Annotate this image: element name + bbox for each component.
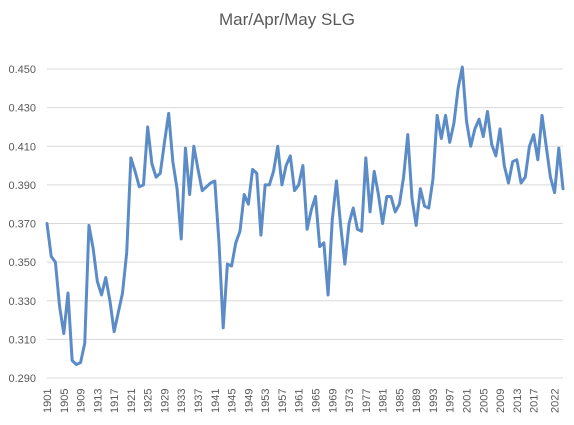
x-tick-label: 1913 <box>92 389 104 413</box>
x-tick-label: 1969 <box>327 389 339 413</box>
y-tick-label: 0.390 <box>8 180 36 192</box>
x-tick-label: 2017 <box>529 389 541 413</box>
x-tick-label: 1997 <box>445 389 457 413</box>
y-tick-label: 0.410 <box>8 141 36 153</box>
x-tick-label: 1909 <box>76 389 88 413</box>
y-tick-label: 0.290 <box>8 373 36 385</box>
x-tick-label: 1973 <box>344 389 356 413</box>
x-tick-label: 1977 <box>361 389 373 413</box>
x-tick-label: 2009 <box>495 389 507 413</box>
x-tick-label: 2001 <box>462 389 474 413</box>
x-tick-label: 1905 <box>59 389 71 413</box>
chart-title: Mar/Apr/May SLG <box>218 10 356 29</box>
x-tick-label: 1901 <box>42 389 54 413</box>
x-tick-label: 1961 <box>294 389 306 413</box>
x-tick-label: 1945 <box>227 389 239 413</box>
x-tick-label: 1981 <box>378 389 390 413</box>
x-tick-label: 1993 <box>428 389 440 413</box>
x-tick-label: 1985 <box>394 389 406 413</box>
y-tick-label: 0.450 <box>8 64 36 76</box>
x-tick-label: 1953 <box>260 389 272 413</box>
y-tick-label: 0.370 <box>8 219 36 231</box>
x-tick-label: 1925 <box>143 389 155 413</box>
x-tick-label: 2005 <box>478 389 490 413</box>
series-line <box>45 65 565 366</box>
y-tick-label: 0.430 <box>8 103 36 115</box>
x-tick-label: 1957 <box>277 389 289 413</box>
x-tick-label: 1941 <box>210 389 222 413</box>
x-tick-label: 1965 <box>310 389 322 413</box>
x-tick-label: 2013 <box>512 389 524 413</box>
x-tick-label: 1917 <box>109 389 121 413</box>
x-tick-label: 2022 <box>550 389 562 413</box>
x-tick-label: 1933 <box>176 389 188 413</box>
y-tick-label: 0.310 <box>8 334 36 346</box>
x-tick-label: 1921 <box>126 389 138 413</box>
x-tick-label: 1929 <box>159 389 171 413</box>
x-tick-label: 1937 <box>193 389 205 413</box>
y-tick-label: 0.330 <box>8 296 36 308</box>
y-tick-label: 0.350 <box>8 257 36 269</box>
x-tick-label: 1989 <box>411 389 423 413</box>
x-tick-label: 1949 <box>243 389 255 413</box>
